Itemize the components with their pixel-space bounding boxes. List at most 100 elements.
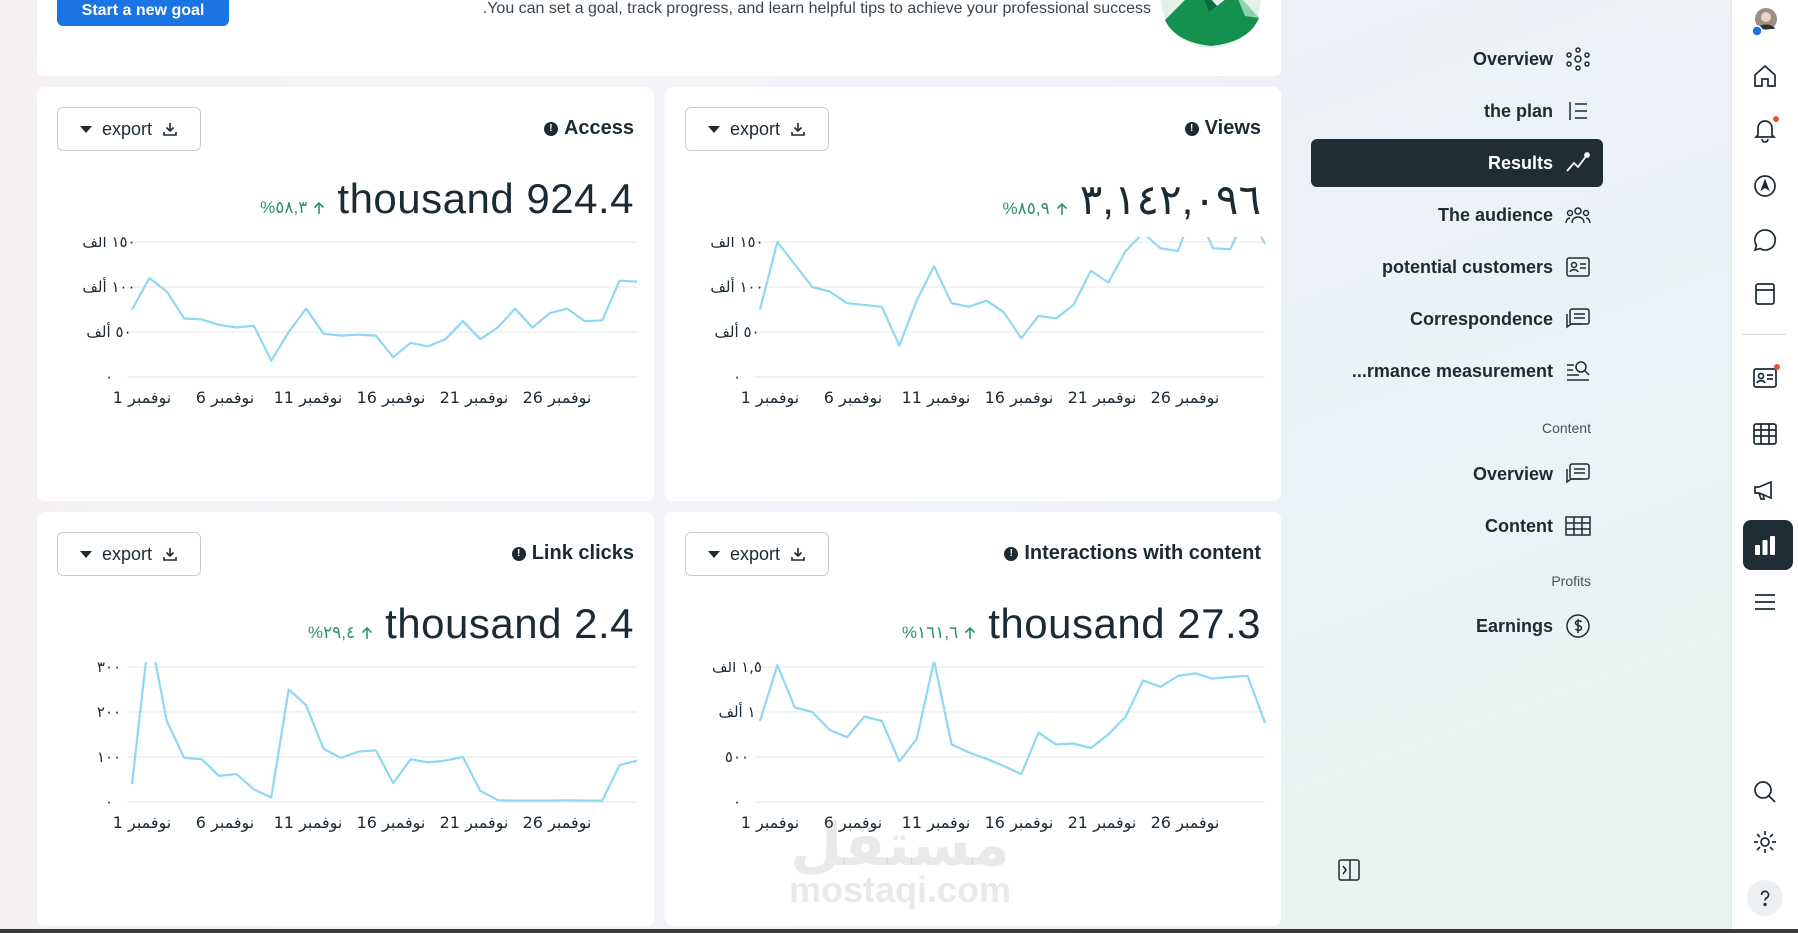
x-tick-label: 1 نوفمبر [113, 813, 172, 833]
y-tick-label: ٠ [733, 793, 741, 811]
collapse-sidebar-icon[interactable] [1337, 858, 1361, 887]
x-tick-label: 16 نوفمبر [985, 813, 1054, 833]
interactions-card: export ! Interactions with content %١٦١,… [665, 512, 1281, 926]
y-tick-label: ٣٠٠ [97, 662, 121, 676]
card-title: ! Access [543, 117, 634, 140]
card-title-text: Interactions with content [1024, 542, 1261, 564]
info-icon[interactable]: ! [1004, 546, 1019, 561]
info-icon[interactable]: ! [511, 546, 526, 561]
series-line [758, 237, 1266, 347]
nav-item-overview[interactable]: Overview [1311, 35, 1603, 83]
y-tick-label: ١٥٠ ألف [82, 237, 135, 251]
export-button[interactable]: export [57, 532, 201, 576]
export-label: export [729, 543, 781, 564]
download-icon [163, 123, 177, 136]
megaphone-icon[interactable] [1751, 476, 1779, 504]
info-icon[interactable]: ! [543, 121, 558, 136]
x-tick-label: 6 نوفمبر [824, 388, 883, 408]
people-icon [1565, 202, 1591, 228]
x-tick-label: 11 نوفمبر [274, 813, 343, 833]
nav-item-results[interactable]: Results [1311, 139, 1603, 187]
export-button[interactable]: export [685, 532, 829, 576]
x-tick-label: 26 نوفمبر [523, 813, 592, 833]
x-tick-label: 1 نوفمبر [113, 388, 172, 408]
x-tick-label: 6 نوفمبر [824, 813, 883, 833]
download-icon [163, 548, 177, 561]
section-label-content: Content [1541, 420, 1591, 436]
card-title-text: Link clicks [531, 542, 634, 564]
settings-gear-icon[interactable] [1751, 828, 1779, 856]
y-tick-label: ٢٠٠ [97, 703, 121, 721]
nav-label: the plan [1483, 100, 1553, 121]
card-title: ! Link clicks [511, 542, 634, 565]
pages-icon[interactable] [1751, 280, 1779, 308]
card-title-text: Access [563, 117, 634, 139]
table-icon[interactable] [1751, 420, 1779, 448]
export-label: export [101, 118, 153, 139]
nav-item-content[interactable]: Content [1311, 502, 1603, 550]
nav-label: potential customers [1381, 256, 1553, 277]
nav-label: Correspondence [1409, 308, 1553, 329]
help-icon[interactable] [1747, 880, 1783, 916]
x-tick-label: 6 نوفمبر [196, 388, 255, 408]
x-tick-label: 11 نوفمبر [274, 388, 343, 408]
metric-row: %٢٩,٤ thousand 2.4 [308, 600, 634, 648]
arrow-up-icon [1056, 202, 1067, 215]
rail-active-bg [1743, 520, 1793, 570]
contacts-icon[interactable] [1751, 364, 1779, 392]
link-clicks-card: export ! Link clicks %٢٩,٤ thousand 2.4 … [37, 512, 654, 926]
x-tick-label: 16 نوفمبر [985, 388, 1054, 408]
avatar[interactable] [1751, 8, 1779, 37]
caret-down-icon [707, 125, 720, 133]
metric-value: thousand 27.3 [988, 600, 1261, 647]
card-title: ! Interactions with content [1004, 542, 1261, 565]
x-tick-label: 26 نوفمبر [1151, 813, 1220, 833]
export-label: export [101, 543, 153, 564]
search-list-icon [1565, 358, 1591, 384]
nav-item-earnings[interactable]: Earnings [1311, 602, 1603, 650]
insights-icon[interactable] [1751, 531, 1779, 559]
download-icon [791, 548, 805, 561]
nav-item-the-audience[interactable]: The audience [1311, 191, 1603, 239]
nav-item-potential-customers[interactable]: potential customers [1311, 243, 1603, 291]
export-button[interactable]: export [685, 107, 829, 151]
x-tick-label: 11 نوفمبر [902, 813, 971, 833]
nav-item-content-overview[interactable]: Overview [1311, 450, 1603, 498]
nav-label: ...rmance measurement [1351, 360, 1553, 381]
list-icon [1565, 98, 1591, 124]
menu-icon[interactable] [1751, 588, 1779, 616]
y-tick-label: ٥٠ ألف [714, 322, 759, 341]
x-tick-label: 1 نوفمبر [741, 813, 800, 833]
home-icon[interactable] [1751, 62, 1779, 90]
nav-item-performance-measurement[interactable]: ...rmance measurement [1311, 347, 1603, 395]
start-new-goal-button[interactable]: Start a new goal [57, 0, 229, 26]
caret-down-icon [79, 125, 92, 133]
x-tick-label: 21 نوفمبر [1068, 813, 1137, 833]
x-tick-label: 11 نوفمبر [902, 388, 971, 408]
watermark: مستقل mostaqi.com [780, 815, 1020, 908]
card-title: ! Views [1184, 117, 1261, 140]
card-title-text: Views [1204, 117, 1261, 139]
search-icon[interactable] [1751, 778, 1779, 806]
metric-change: %٥٨,٣ [260, 198, 325, 218]
section-label-profits: Profits [1551, 573, 1591, 589]
nav-item-correspondence[interactable]: Correspondence [1311, 295, 1603, 343]
series-line [131, 276, 638, 362]
info-icon[interactable]: ! [1184, 121, 1199, 136]
nav-label: Content [1485, 515, 1553, 536]
compass-icon[interactable] [1751, 172, 1779, 200]
notifications-icon[interactable] [1751, 116, 1779, 144]
export-button[interactable]: export [57, 107, 201, 151]
x-tick-label: 1 نوفمبر [741, 388, 800, 408]
download-icon [791, 123, 805, 136]
nav-item-the-plan[interactable]: the plan [1311, 87, 1603, 135]
change-value: %١٦١,٦ [901, 623, 959, 642]
change-value: %٥٨,٣ [260, 198, 308, 217]
metric-row: %٨٥,٩ ٣,١٤٢,٠٩٦ [1003, 175, 1262, 224]
messages-icon[interactable] [1751, 226, 1779, 254]
x-tick-label: 16 نوفمبر [357, 813, 426, 833]
contact-card-icon [1565, 254, 1591, 280]
access-card: export ! Access %٥٨,٣ thousand 924.4 ٢٠٠… [37, 87, 654, 501]
